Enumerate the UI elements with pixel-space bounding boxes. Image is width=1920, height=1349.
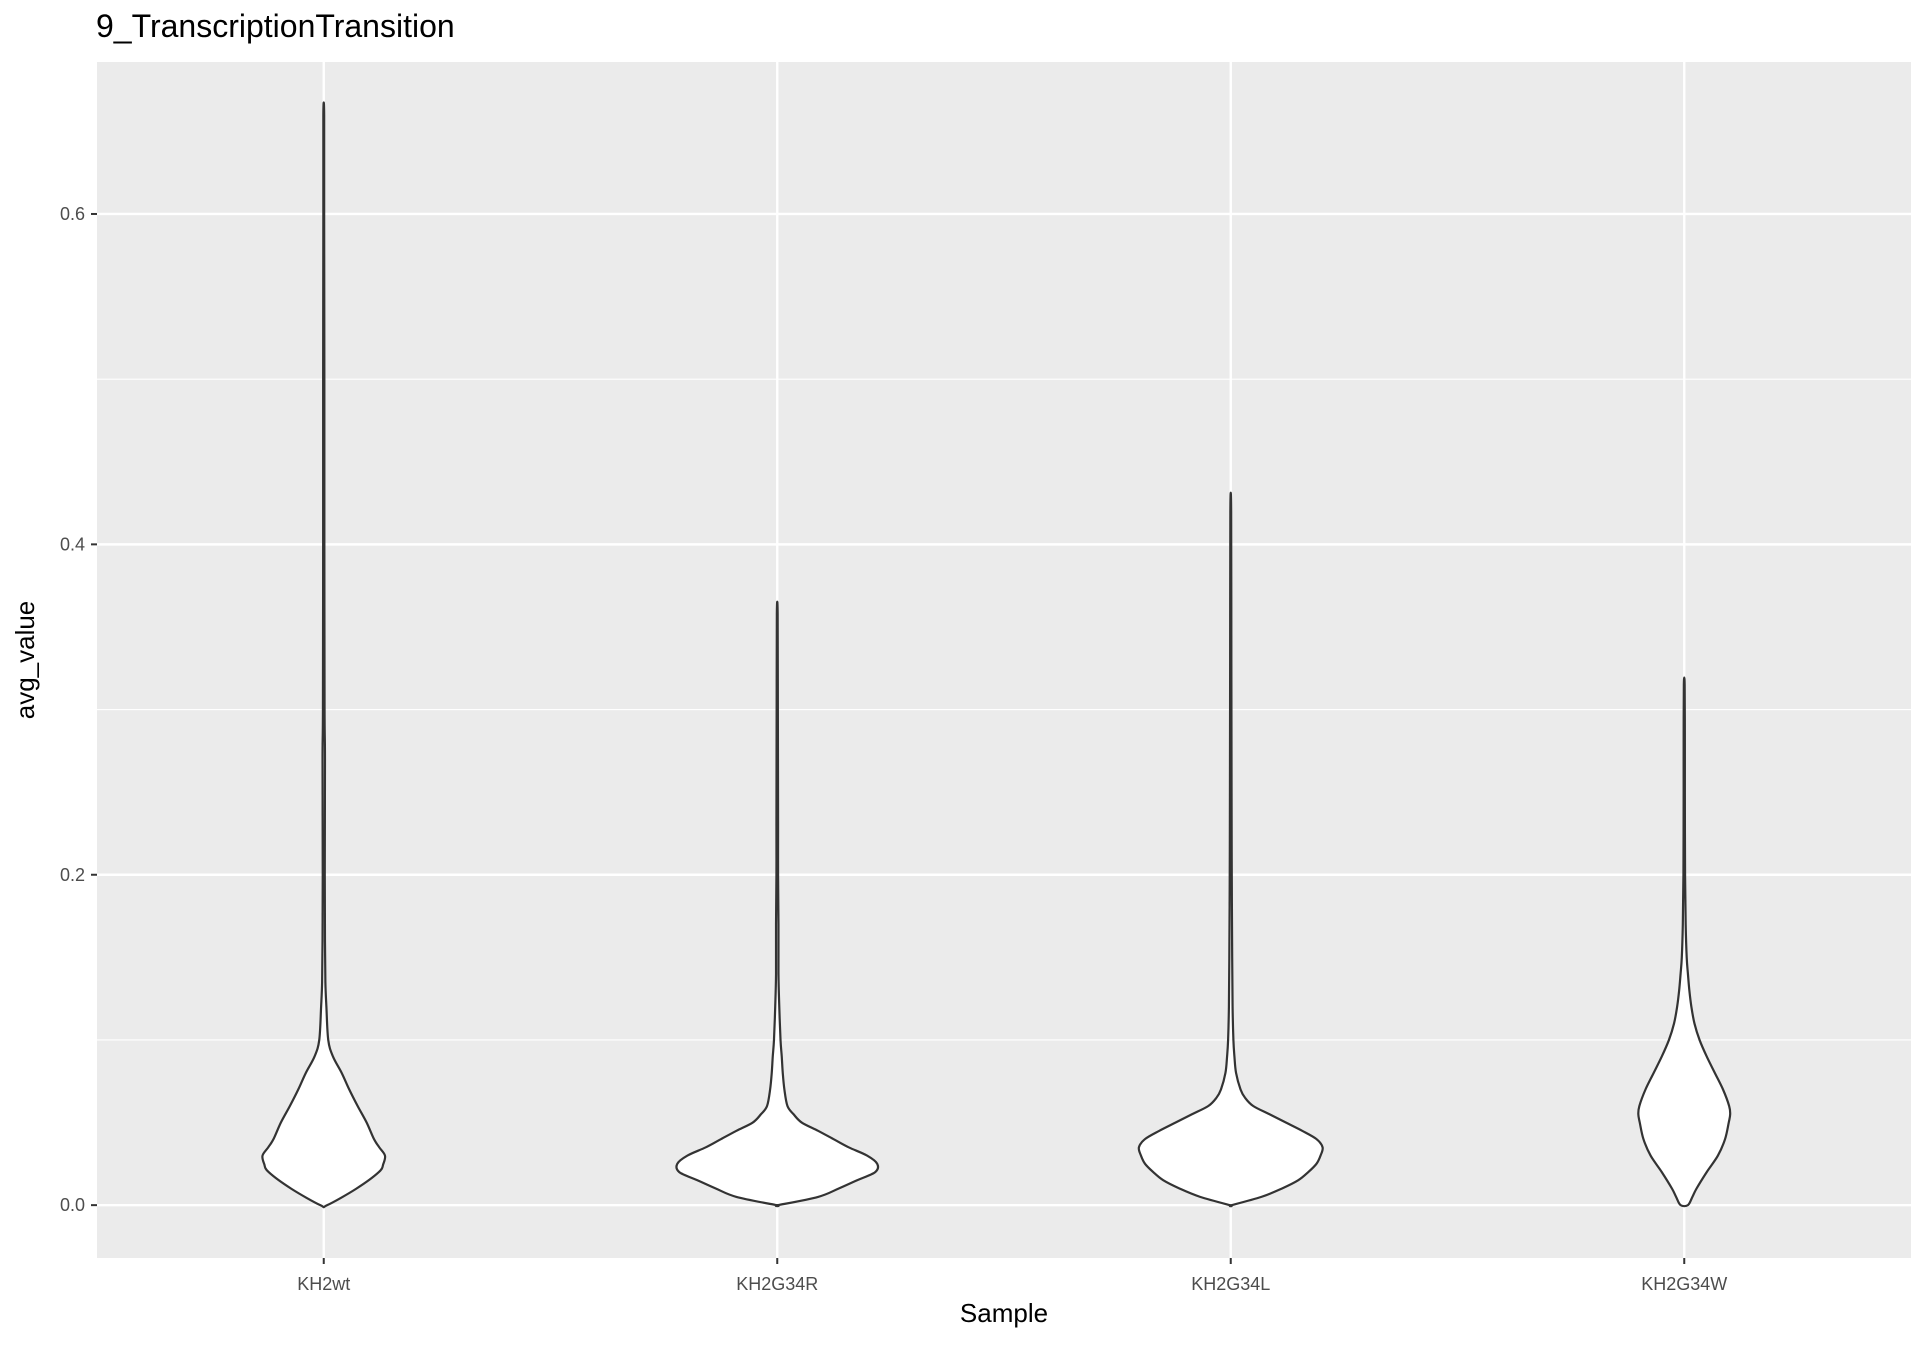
y-tick-label: 0.4 bbox=[60, 534, 85, 554]
chart-title: 9_TranscriptionTransition bbox=[96, 8, 455, 44]
x-axis-label: Sample bbox=[960, 1298, 1048, 1328]
x-tick-label: KH2G34L bbox=[1191, 1274, 1270, 1294]
y-tick-label: 0.2 bbox=[60, 865, 85, 885]
violin-KH2G34L bbox=[1137, 491, 1324, 1208]
x-tick-label: KH2G34R bbox=[736, 1274, 818, 1294]
x-tick-label: KH2wt bbox=[297, 1274, 350, 1294]
plot-panel bbox=[97, 62, 1911, 1258]
violin-KH2G34W bbox=[1637, 676, 1732, 1208]
y-axis-label: avg_value bbox=[10, 601, 40, 720]
violin-KH2G34R bbox=[675, 600, 880, 1208]
y-tick-label: 0.0 bbox=[60, 1195, 85, 1215]
x-tick-label: KH2G34W bbox=[1641, 1274, 1727, 1294]
violin-KH2wt bbox=[261, 101, 387, 1209]
y-tick-label: 0.6 bbox=[60, 204, 85, 224]
